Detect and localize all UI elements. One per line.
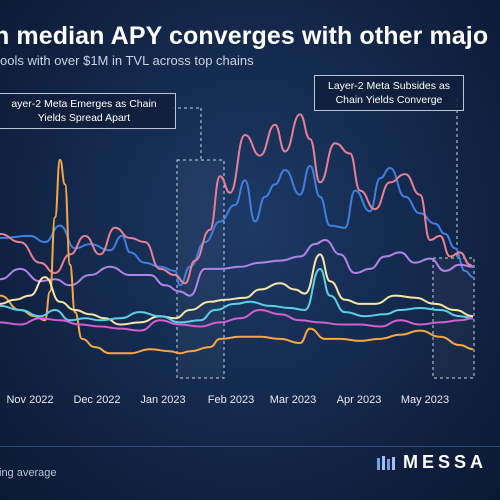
series-line-4 (0, 158, 474, 355)
annotation-emerges: ayer-2 Meta Emerges as Chain Yields Spre… (0, 93, 176, 129)
footer-note: ing average (0, 467, 57, 479)
series-line-2 (0, 113, 474, 285)
annotation-line: Chain Yields Converge (335, 94, 443, 106)
series-line-1 (0, 164, 474, 287)
x-axis-ticks: Nov 2022 Dec 2022 Jan 2023 Feb 2023 Mar 2023… (6, 394, 449, 406)
x-tick-label: Apr 2023 (337, 394, 382, 406)
series-line-6 (0, 267, 474, 324)
x-tick-label: Mar 2023 (270, 394, 316, 406)
series-line-7 (0, 309, 474, 332)
x-tick-label: Feb 2023 (208, 394, 254, 406)
annotation-line: Layer-2 Meta Subsides as (328, 80, 450, 92)
chart-title: n median APY converges with other majo (0, 22, 489, 50)
footer-divider (0, 446, 500, 447)
x-tick-label: Jan 2023 (140, 394, 185, 406)
x-tick-label: Dec 2022 (73, 394, 120, 406)
series-layer (0, 113, 474, 355)
annotation-line: ayer-2 Meta Emerges as Chain (11, 98, 157, 110)
annotation-leaders (172, 98, 458, 258)
messari-logo-icon (377, 455, 395, 470)
brand-name: MESSA (403, 452, 488, 472)
brand-logo: MESSA (377, 452, 487, 473)
x-tick-label: May 2023 (401, 394, 449, 406)
annotation-line: Yields Spread Apart (37, 112, 131, 124)
series-line-3 (0, 239, 474, 297)
annotation-subsides: Layer-2 Meta Subsides as Chain Yields Co… (314, 75, 464, 111)
series-line-5 (0, 253, 474, 326)
chart-subtitle: ools with over $1M in TVL across top cha… (0, 53, 254, 68)
x-tick-label: Nov 2022 (6, 394, 53, 406)
